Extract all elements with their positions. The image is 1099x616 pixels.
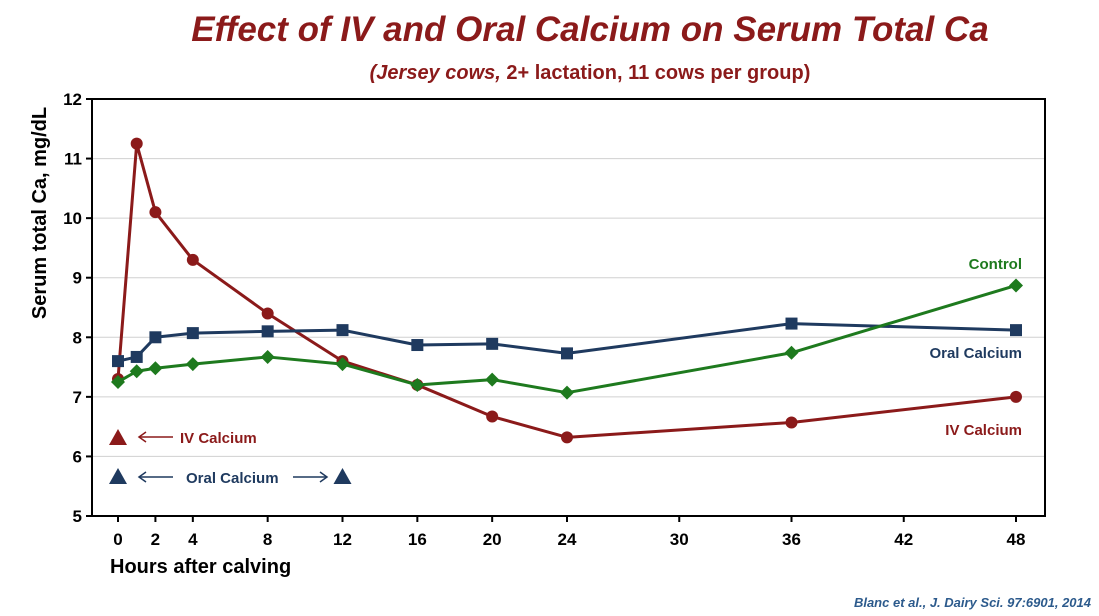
citation: Blanc et al., J. Dairy Sci. 97:6901, 201… (853, 595, 1091, 610)
data-point (410, 377, 425, 392)
y-tick-label: 6 (73, 447, 82, 466)
data-point (185, 357, 200, 372)
data-point (561, 431, 573, 444)
data-point (130, 137, 143, 150)
y-tick-label: 9 (73, 269, 82, 288)
data-point (130, 350, 143, 363)
iv-treatment-marker (109, 429, 127, 445)
x-tick-label: 8 (263, 530, 272, 549)
data-point (111, 374, 125, 389)
data-point (560, 385, 574, 400)
x-tick-label: 2 (151, 530, 160, 549)
x-tick-label: 12 (333, 530, 352, 549)
data-point (186, 253, 199, 266)
subtitle-italic: (Jersey cows, (369, 62, 501, 84)
data-point (486, 337, 499, 350)
data-point (186, 327, 199, 340)
x-tick-label: 42 (894, 530, 913, 549)
y-tick-label: 5 (73, 507, 82, 526)
data-point (485, 372, 500, 387)
chart-title: Effect of IV and Oral Calcium on Serum T… (191, 10, 989, 49)
data-point (1010, 390, 1022, 403)
data-point (561, 347, 573, 360)
data-point (261, 307, 274, 320)
data-point (148, 361, 163, 376)
data-point (486, 410, 499, 423)
y-tick-label: 8 (73, 328, 82, 347)
data-point (785, 317, 798, 330)
oral-annotation-label: Oral Calcium (186, 470, 279, 487)
data-point (336, 324, 349, 337)
x-tick-label: 20 (483, 530, 502, 549)
x-tick-label: 24 (558, 530, 577, 549)
data-point (335, 357, 350, 372)
oral-treatment-marker-end (333, 468, 352, 484)
arrow-head (137, 431, 147, 443)
data-point (129, 364, 144, 379)
x-tick-label: 16 (408, 530, 427, 549)
series-label-iv-calcium: IV Calcium (945, 422, 1022, 439)
data-point (785, 416, 798, 429)
data-point (261, 325, 274, 338)
subtitle-rest: 2+ lactation, 11 cows per group) (500, 62, 811, 84)
x-tick-label: 0 (113, 530, 122, 549)
data-point (149, 331, 162, 344)
x-axis-title: Hours after calving (110, 556, 291, 578)
x-tick-label: 36 (782, 530, 801, 549)
data-point (1010, 324, 1022, 337)
data-point (149, 206, 162, 219)
y-axis-title: Serum total Ca, mg/dL (29, 107, 51, 319)
arrow-head (319, 471, 329, 483)
data-point (260, 349, 275, 364)
x-tick-label: 30 (670, 530, 689, 549)
iv-annotation-label: IV Calcium (180, 430, 257, 447)
oral-treatment-marker-start (109, 468, 127, 484)
y-tick-label: 10 (63, 209, 82, 228)
y-tick-label: 7 (73, 388, 82, 407)
x-tick-label: 4 (188, 530, 198, 549)
data-point (1009, 278, 1023, 293)
data-point (411, 339, 424, 352)
plot-frame (91, 98, 1046, 517)
data-point (784, 345, 799, 360)
y-tick-label: 12 (63, 90, 82, 109)
y-tick-label: 11 (64, 150, 82, 169)
series-label-control: Control (969, 256, 1022, 273)
chart-subtitle: (Jersey cows, 2+ lactation, 11 cows per … (0, 62, 1099, 85)
series-label-oral-calcium: Oral Calcium (929, 345, 1022, 362)
data-point (112, 355, 124, 368)
x-tick-label: 48 (1007, 530, 1026, 549)
arrow-head (137, 471, 147, 483)
